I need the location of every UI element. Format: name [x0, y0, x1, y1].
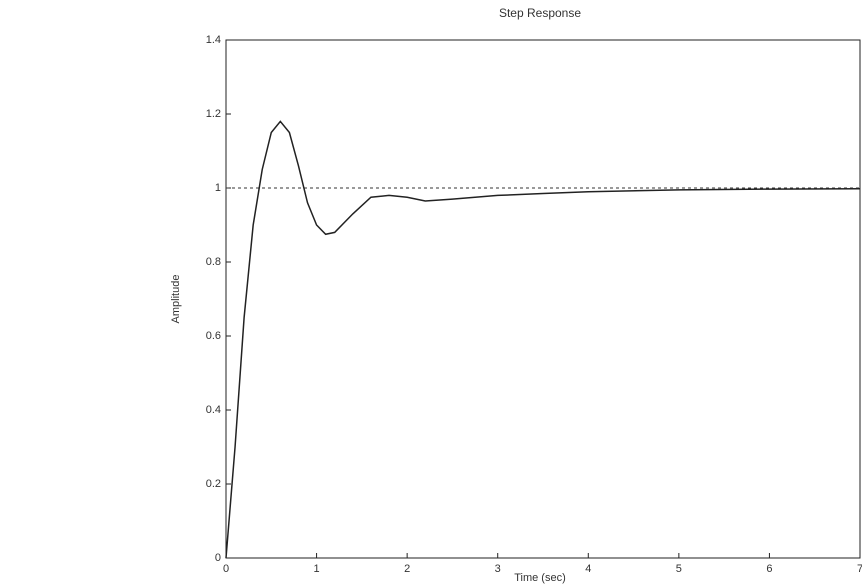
- y-tick-label: 0.2: [206, 478, 221, 490]
- y-tick-label: 0: [215, 552, 221, 564]
- step-response-line: [225, 120, 861, 559]
- chart-title: Step Response: [499, 6, 581, 20]
- y-tick-label: 1: [215, 182, 221, 194]
- x-tick-label: 5: [676, 563, 682, 575]
- y-tick-label: 0.8: [206, 256, 221, 268]
- plot-frame: [225, 39, 861, 559]
- x-tick-label: 3: [495, 563, 501, 575]
- y-tick-label: 0.4: [206, 404, 221, 416]
- x-tick-label: 4: [585, 563, 591, 575]
- x-tick-label: 7: [857, 563, 862, 575]
- x-tick-label: 2: [404, 563, 410, 575]
- x-axis-label: Time (sec): [514, 572, 566, 584]
- x-tick-label: 0: [223, 563, 229, 575]
- y-tick-label: 1.2: [206, 108, 221, 120]
- y-axis-label: Amplitude: [170, 275, 182, 324]
- x-tick-label: 6: [766, 563, 772, 575]
- x-tick-label: 1: [314, 563, 320, 575]
- y-tick-label: 0.6: [206, 330, 221, 342]
- y-tick-label: 1.4: [206, 34, 221, 46]
